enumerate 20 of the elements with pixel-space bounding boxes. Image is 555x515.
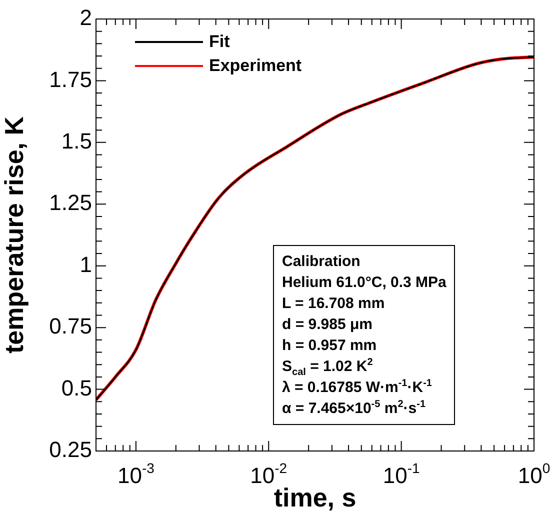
annotation: S$_{cal}$ = 1.02 K$^{2}$ <box>282 356 374 378</box>
y-tick-label: 1 <box>80 252 92 277</box>
annotation: h = 0.957 mm <box>282 336 378 356</box>
y-tick-label: 1.75 <box>49 66 92 92</box>
annotation: L = 16.708 mm <box>282 294 386 314</box>
annotation: λ = 0.16785 W·m$^{-1}$·K$^{-1}$ <box>282 377 433 398</box>
legend-label: Experiment <box>209 56 302 76</box>
annotation: d = 9.985 μm <box>282 315 374 335</box>
y-axis-title: temperature rise, K <box>0 116 29 354</box>
y-tick-label: 0.5 <box>61 375 92 400</box>
y-tick-label: 1.25 <box>49 190 92 216</box>
x-axis-title: time, s <box>274 482 356 513</box>
annotation: Calibration <box>282 252 362 272</box>
y-tick-label: 0.75 <box>49 314 92 339</box>
legend-label: Fit <box>209 32 230 52</box>
annotation: Helium 61.0°C, 0.3 MPa <box>282 273 446 293</box>
annotation: α = 7.465×10$^{-5}$ m$^{2}$·s$^{-1}$ <box>282 398 427 419</box>
y-tick-label: 0.25 <box>49 437 92 462</box>
y-tick-label: 1.5 <box>61 128 92 154</box>
y-tick-label: 2 <box>80 5 92 30</box>
